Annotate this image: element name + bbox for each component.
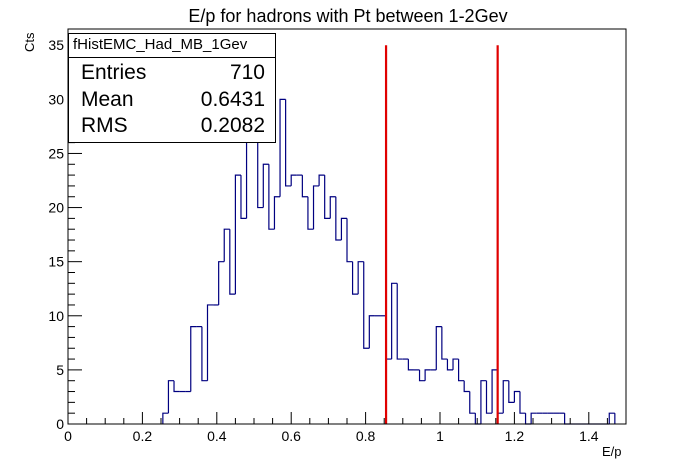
histogram-bin xyxy=(480,380,487,424)
histogram-bin xyxy=(508,380,515,403)
histogram-bin xyxy=(357,261,364,295)
histogram-bin xyxy=(513,390,520,403)
histogram-bin xyxy=(424,369,431,381)
x-tick-label: 0.6 xyxy=(281,428,301,444)
histogram-bin xyxy=(301,175,308,198)
histogram-bin xyxy=(485,380,493,414)
histogram-bin xyxy=(307,196,314,230)
x-tick-label: 1.2 xyxy=(505,428,525,444)
x-axis-label: E/p xyxy=(602,444,622,459)
histogram-bin xyxy=(530,412,537,424)
cut-lines xyxy=(384,45,499,424)
histogram-bin xyxy=(608,412,615,424)
histogram-bin xyxy=(335,196,342,241)
histogram-bin xyxy=(329,196,336,219)
histogram-bin xyxy=(441,326,448,360)
histogram-bin xyxy=(162,412,169,424)
y-tick-label: 25 xyxy=(48,145,64,161)
histogram-bin xyxy=(201,326,208,382)
histogram-bin xyxy=(290,174,297,186)
histogram-bin xyxy=(469,391,476,414)
histogram-bin xyxy=(368,315,375,349)
histogram-bin xyxy=(229,229,236,295)
x-tick-label: 1.4 xyxy=(579,428,599,444)
x-tick-label: 0.2 xyxy=(133,428,153,444)
histogram-bin xyxy=(167,380,175,414)
y-tick-label: 5 xyxy=(56,362,64,378)
histogram-bin xyxy=(407,359,414,371)
histogram-bin xyxy=(524,413,532,425)
y-axis-label: Cts xyxy=(22,32,37,53)
histogram-bin xyxy=(318,174,325,186)
stats-row-mean: Mean 0.6431 xyxy=(81,88,265,112)
y-tick-label: 35 xyxy=(48,37,64,53)
y-tick-label: 15 xyxy=(48,254,64,270)
histogram-bin xyxy=(223,228,230,262)
histogram-bin xyxy=(257,120,264,209)
histogram-bin xyxy=(564,413,571,425)
axes: 0 0.2 0.4 0.6 0.8 1 1.2 1.4 0 5 10 15 20 25 30 35 xyxy=(48,28,627,444)
y-tick-label: 0 xyxy=(56,416,64,432)
histogram-bin xyxy=(435,326,442,370)
histogram-bin xyxy=(268,164,275,230)
histogram-bin xyxy=(324,175,331,219)
x-tick-label: 1 xyxy=(436,428,444,444)
histogram-bin xyxy=(418,369,426,382)
y-tick-label: 20 xyxy=(48,200,64,216)
stats-label: Entries xyxy=(81,61,147,84)
histogram-bin xyxy=(519,391,526,414)
histogram-bin xyxy=(491,369,498,414)
histogram-bin xyxy=(391,282,398,360)
chart-title: E/p for hadrons with Pt between 1-2Gev xyxy=(188,6,508,26)
histogram-bin xyxy=(173,380,180,393)
histogram-bin xyxy=(474,413,481,425)
histogram-bin xyxy=(340,217,347,241)
histogram-bin xyxy=(502,380,509,414)
x-tick-label: 0.4 xyxy=(207,428,227,444)
histogram-bin xyxy=(218,261,225,305)
histogram-bin xyxy=(190,326,197,392)
stats-histogram-name: fHistEMC_Had_MB_1Gev xyxy=(73,36,248,53)
histogram-bin xyxy=(279,98,286,197)
histogram-bin xyxy=(458,359,465,382)
histogram-bin xyxy=(363,261,370,349)
stats-value: 0.2082 xyxy=(200,114,265,137)
histogram-bin xyxy=(206,304,214,381)
histogram-bin xyxy=(312,185,320,230)
stats-divider xyxy=(69,57,275,58)
histogram-bin xyxy=(273,196,281,230)
x-tick-label: 0.8 xyxy=(356,428,376,444)
stats-box: fHistEMC_Had_MB_1Gev Entries 710 Mean 0.… xyxy=(68,33,276,143)
stats-label: RMS xyxy=(81,114,128,137)
x-tick-label: 0 xyxy=(64,428,72,444)
stats-row-entries: Entries 710 xyxy=(81,61,265,85)
histogram-bin xyxy=(346,218,353,263)
y-tick-label: 10 xyxy=(48,308,64,324)
histogram-bin xyxy=(463,380,470,393)
histogram-bin xyxy=(351,261,359,295)
histogram-bin xyxy=(262,163,269,208)
histogram-bin xyxy=(396,283,403,360)
histogram-bin xyxy=(240,175,247,219)
stats-row-rms: RMS 0.2082 xyxy=(81,114,265,138)
histogram-bin xyxy=(245,131,253,219)
histogram-series xyxy=(162,98,616,425)
histogram-bin xyxy=(285,99,292,187)
histogram-bin xyxy=(446,359,454,371)
histogram-bin xyxy=(234,174,241,295)
stats-value: 0.6431 xyxy=(200,88,265,111)
stats-value: 710 xyxy=(229,61,265,84)
stats-label: Mean xyxy=(81,88,134,111)
y-tick-label: 30 xyxy=(48,91,64,107)
histogram-bin xyxy=(452,358,459,370)
